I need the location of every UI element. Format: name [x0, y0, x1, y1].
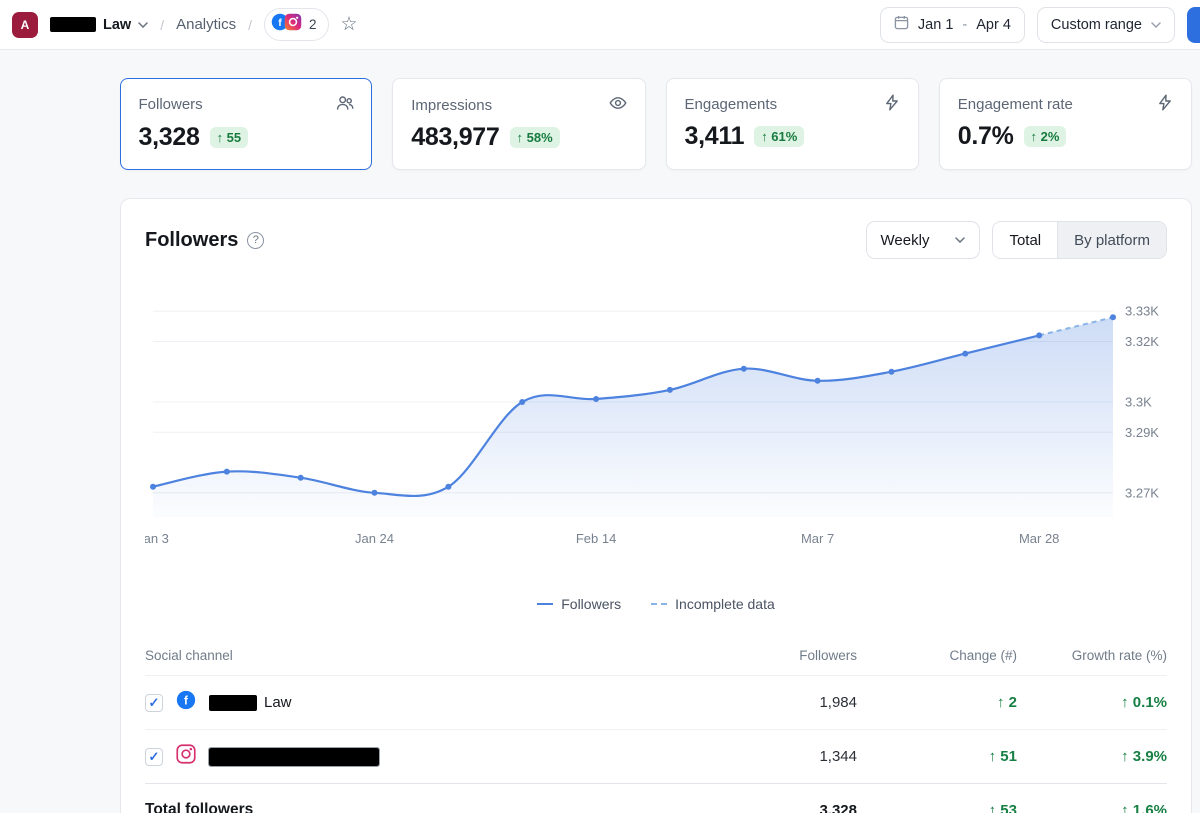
legend-followers: Followers: [537, 596, 621, 612]
cell-change: ↑ 2: [996, 694, 1017, 711]
stat-delta-badge: ↑ 61%: [754, 126, 805, 147]
stat-label: Engagements: [684, 96, 778, 113]
redacted-workspace-name: [50, 17, 96, 32]
calendar-icon: [894, 15, 909, 34]
view-toggle: Total By platform: [992, 221, 1167, 259]
stat-value: 483,977: [411, 123, 500, 151]
frequency-select[interactable]: Weekly: [865, 221, 981, 259]
custom-range-label: Custom range: [1050, 16, 1142, 33]
col-followers: Followers: [799, 648, 857, 663]
instagram-icon: [284, 13, 302, 36]
cell-growth: ↑ 0.1%: [1121, 694, 1167, 711]
svg-text:f: f: [184, 695, 188, 708]
svg-text:3.29K: 3.29K: [1125, 425, 1159, 440]
favorite-star-icon[interactable]: ☆: [340, 14, 358, 35]
cell-followers: 1,984: [819, 694, 857, 711]
breadcrumb-separator: /: [248, 16, 253, 33]
svg-text:3.32K: 3.32K: [1125, 334, 1159, 349]
chart-legend: Followers Incomplete data: [145, 596, 1167, 612]
stat-value: 3,328: [138, 122, 200, 151]
facebook-icon: f: [271, 13, 289, 36]
followers-icon: [336, 94, 354, 116]
stat-label: Engagement rate: [957, 96, 1073, 113]
stat-card-impressions[interactable]: Impressions 483,977 ↑ 58%: [392, 78, 646, 170]
stats-row: Followers 3,328 ↑ 55 Impressions 483,977: [120, 78, 1192, 170]
col-change: Change (#): [949, 648, 1017, 663]
stat-label: Impressions: [411, 96, 493, 114]
table-row-instagram: ✓ 1,344 ↑ 51 ↑ 3.9%: [145, 729, 1167, 783]
stat-card-engagement-rate[interactable]: Engagement rate 0.7% ↑ 2%: [938, 78, 1192, 170]
section-title: Followers: [145, 228, 239, 251]
account-name: Law: [264, 694, 292, 711]
table-total-row: Total followers 3,328 ↑ 53 ↑ 1.6%: [145, 783, 1167, 813]
tab-total[interactable]: Total: [993, 222, 1058, 258]
stat-label: Followers: [138, 96, 203, 113]
svg-text:3.27K: 3.27K: [1125, 485, 1159, 500]
channels-badge[interactable]: f 2: [264, 8, 329, 41]
stat-value: 3,411: [684, 122, 745, 150]
topbar: A Law / Analytics / f: [0, 0, 1200, 50]
svg-text:3.3K: 3.3K: [1125, 395, 1152, 410]
bolt-icon: [1157, 94, 1173, 115]
row-checkbox[interactable]: ✓: [145, 747, 163, 766]
col-growth-rate: Growth rate (%): [1071, 648, 1167, 663]
date-start: Jan 1: [917, 16, 954, 33]
social-channels-table: Social channel Followers Change (#) Grow…: [145, 640, 1167, 813]
followers-section: Followers ? Weekly Total By platform Jan…: [120, 198, 1192, 813]
primary-action-button[interactable]: [1187, 6, 1200, 43]
solid-line-swatch: [537, 603, 554, 605]
date-separator: -: [962, 16, 968, 33]
col-social-channel: Social channel: [145, 648, 233, 663]
chevron-down-icon: [1151, 21, 1161, 28]
table-row-facebook: ✓ f Law 1,984 ↑ 2 ↑ 0.1%: [145, 675, 1167, 729]
row-checkbox[interactable]: ✓: [145, 693, 163, 712]
date-end: Apr 4: [976, 16, 1011, 33]
custom-range-select[interactable]: Custom range: [1036, 6, 1175, 43]
bolt-icon: [884, 94, 900, 115]
total-growth: ↑ 1.6%: [1121, 801, 1167, 813]
stat-value: 0.7%: [957, 122, 1014, 150]
stat-card-followers[interactable]: Followers 3,328 ↑ 55: [120, 78, 373, 170]
workspace-name: Law: [103, 16, 132, 33]
total-label: Total followers: [145, 801, 254, 813]
workspace-switcher[interactable]: Law: [50, 17, 148, 33]
stat-delta-badge: ↑ 55: [209, 126, 249, 148]
svg-text:Jan 3: Jan 3: [145, 531, 169, 546]
total-followers: 3,328: [819, 801, 857, 813]
svg-text:f: f: [278, 17, 282, 29]
svg-text:Mar 7: Mar 7: [801, 531, 834, 546]
avatar[interactable]: A: [12, 11, 38, 38]
breadcrumb-separator: /: [160, 16, 165, 33]
cell-growth: ↑ 3.9%: [1121, 748, 1167, 765]
tab-by-platform[interactable]: By platform: [1057, 222, 1166, 258]
svg-text:Mar 28: Mar 28: [1019, 531, 1059, 546]
svg-text:3.33K: 3.33K: [1125, 304, 1159, 319]
frequency-label: Weekly: [880, 231, 930, 249]
legend-incomplete-data: Incomplete data: [651, 596, 775, 612]
svg-text:Feb 14: Feb 14: [576, 531, 616, 546]
redacted-account-name: [208, 746, 380, 767]
channels-count: 2: [309, 17, 317, 32]
chevron-down-icon: [955, 237, 966, 243]
facebook-icon: f: [176, 690, 196, 715]
eye-icon: [608, 94, 627, 116]
total-change: ↑ 53: [988, 801, 1017, 813]
cell-followers: 1,344: [819, 748, 857, 765]
svg-text:Jan 24: Jan 24: [355, 531, 394, 546]
chevron-down-icon: [138, 21, 148, 28]
table-header-row: Social channel Followers Change (#) Grow…: [145, 640, 1167, 675]
redacted-account-name: [209, 694, 257, 711]
instagram-icon: [176, 744, 196, 769]
help-icon[interactable]: ?: [247, 231, 265, 249]
dashed-line-swatch: [651, 603, 668, 605]
followers-chart: Jan 3 Jan 24 Feb 14 Mar 7 Mar 28 3.27K 3.29K 3.…: [137, 277, 1167, 582]
breadcrumb-analytics[interactable]: Analytics: [176, 16, 237, 33]
date-range-button[interactable]: Jan 1 - Apr 4: [879, 6, 1025, 43]
stat-delta-badge: ↑ 2%: [1023, 126, 1067, 147]
stat-card-engagements[interactable]: Engagements 3,411 ↑ 61%: [665, 78, 919, 170]
cell-change: ↑ 51: [988, 748, 1017, 765]
stat-delta-badge: ↑ 58%: [509, 127, 560, 148]
